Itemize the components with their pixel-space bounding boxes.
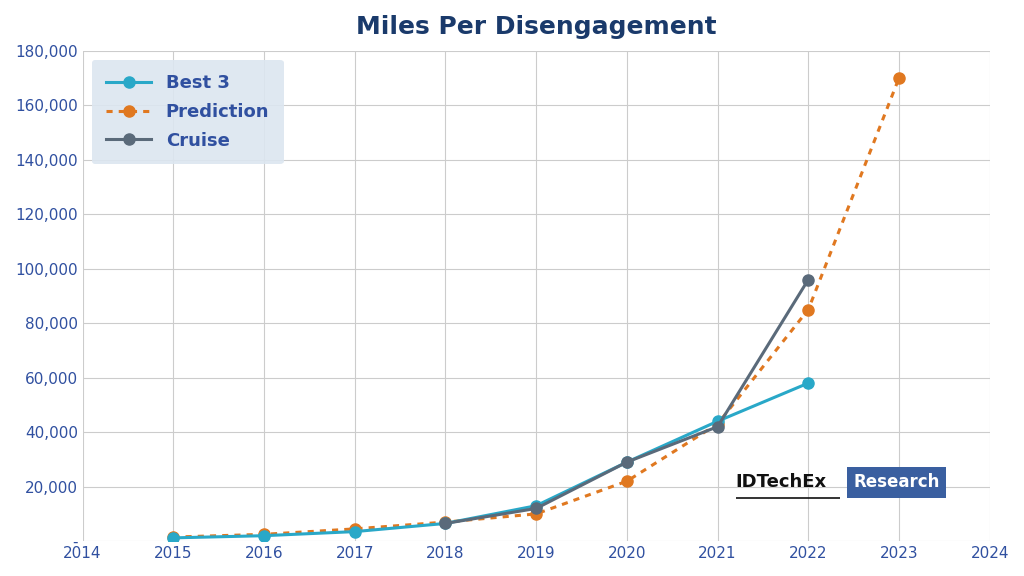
Cruise (802, 276, 814, 283)
Best 3 (439, 520, 452, 527)
Cruise (530, 505, 543, 512)
Best 3 (530, 502, 543, 509)
Cruise (621, 458, 633, 465)
Prediction (802, 306, 814, 313)
Best 3 (348, 528, 360, 535)
Best 3 (167, 535, 179, 541)
Legend: Best 3, Prediction, Cruise: Best 3, Prediction, Cruise (91, 60, 284, 164)
Text: Research: Research (854, 473, 940, 491)
Prediction (621, 478, 633, 484)
Prediction (167, 533, 179, 540)
Cruise (439, 520, 452, 527)
Prediction (893, 74, 905, 81)
Text: IDTechEx: IDTechEx (736, 473, 826, 491)
Prediction (712, 420, 724, 427)
Line: Prediction: Prediction (168, 73, 904, 543)
Cruise (712, 423, 724, 430)
Line: Best 3: Best 3 (168, 377, 814, 543)
Prediction (258, 531, 270, 538)
Line: Cruise: Cruise (440, 274, 814, 529)
Prediction (348, 525, 360, 532)
Prediction (439, 518, 452, 525)
Best 3 (258, 532, 270, 539)
Best 3 (712, 418, 724, 425)
Best 3 (621, 458, 633, 465)
Prediction (530, 510, 543, 517)
Title: Miles Per Disengagement: Miles Per Disengagement (356, 15, 717, 39)
Best 3 (802, 380, 814, 386)
